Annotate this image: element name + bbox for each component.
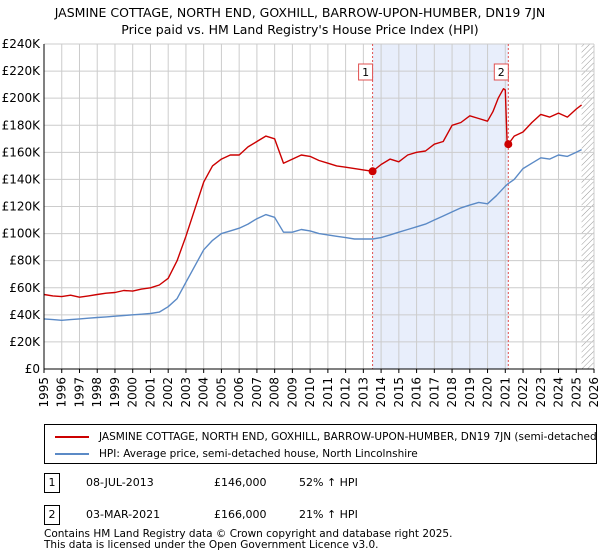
footer-copyright: Contains HM Land Registry data © Crown c… (44, 528, 453, 540)
x-tick-label: 2001 (143, 377, 157, 408)
x-tick-label: 2004 (197, 377, 211, 408)
x-tick-label: 1998 (90, 377, 104, 408)
title-line-subtitle: Price paid vs. HM Land Registry's House … (121, 22, 479, 37)
transaction-date: 03-MAR-2021 (86, 508, 161, 521)
x-tick-label: 2011 (321, 377, 335, 408)
x-tick-label: 2012 (339, 377, 353, 408)
x-tick-label: 2000 (126, 377, 140, 408)
x-tick-label: 2022 (516, 377, 530, 408)
sale-label: 2 (498, 66, 505, 79)
x-axis-ticks: 1995 1996 1997 1998 1999 2000 2001 2002 2003 2004… (37, 369, 600, 408)
y-tick-label: £160K (2, 145, 42, 159)
series-line-hpi (43, 148, 582, 321)
gridlines (43, 43, 595, 370)
sale-label: 1 (362, 66, 369, 79)
y-axis-ticks: £0 £20K £40K £60K £80K £100K £120K £140K £160K £1… (2, 37, 42, 376)
series-line-property (43, 87, 583, 298)
y-tick-label: £40K (9, 308, 41, 322)
x-tick-label: 2013 (356, 377, 370, 408)
x-tick-label: 2007 (250, 377, 264, 408)
x-tick-label: 2024 (552, 377, 566, 408)
x-tick-label: 2015 (392, 377, 406, 408)
x-tick-label: 2005 (214, 377, 228, 408)
transaction-price: £166,000 (214, 508, 267, 521)
x-tick-label: 2006 (232, 377, 246, 408)
y-tick-label: £20K (9, 335, 41, 349)
x-tick-label: 1996 (55, 377, 69, 408)
x-tick-label: 2014 (374, 377, 388, 408)
legend-label-property: JASMINE COTTAGE, NORTH END, GOXHILL, BAR… (99, 431, 597, 443)
transaction-number-badge: 2 (44, 505, 60, 525)
x-tick-label: 2002 (161, 377, 175, 408)
legend: JASMINE COTTAGE, NORTH END, GOXHILL, BAR… (44, 424, 597, 464)
x-tick-label: 2019 (463, 377, 477, 408)
chart-title: JASMINE COTTAGE, NORTH END, GOXHILL, BAR… (0, 4, 600, 38)
transaction-number-badge: 1 (44, 473, 60, 493)
sale-label-box (493, 63, 509, 81)
legend-label-hpi: HPI: Average price, semi-detached house,… (99, 448, 418, 460)
y-tick-label: £0 (25, 362, 40, 376)
y-tick-label: £220K (2, 64, 42, 78)
x-tick-label: 2025 (569, 377, 583, 408)
transaction-hpi-change: 52% ↑ HPI (299, 476, 358, 489)
x-tick-label: 2017 (427, 377, 441, 408)
footer-licence: This data is licensed under the Open Gov… (44, 539, 379, 551)
x-tick-label: 2008 (268, 377, 282, 408)
x-tick-label: 2026 (587, 377, 600, 408)
y-tick-label: £240K (2, 37, 42, 51)
x-tick-label: 2010 (303, 377, 317, 408)
x-tick-label: 2023 (534, 377, 548, 408)
legend-swatch-hpi (55, 453, 89, 455)
x-tick-label: 1999 (108, 377, 122, 408)
transaction-row: 1 08-JUL-2013 £146,000 52% ↑ HPI (44, 473, 444, 493)
x-tick-label: 2021 (498, 377, 512, 408)
y-tick-label: £80K (9, 254, 41, 268)
y-tick-label: £100K (2, 227, 42, 241)
x-tick-label: 2020 (481, 377, 495, 408)
y-tick-label: £200K (2, 91, 42, 105)
x-tick-label: 1997 (72, 377, 86, 408)
y-tick-label: £140K (2, 172, 42, 186)
sale-point (504, 140, 513, 149)
x-tick-label: 2009 (285, 377, 299, 408)
legend-swatch-property (55, 436, 89, 438)
x-tick-label: 1995 (37, 377, 51, 408)
x-tick-label: 2003 (179, 377, 193, 408)
transaction-date: 08-JUL-2013 (86, 476, 154, 489)
transaction-hpi-change: 21% ↑ HPI (299, 508, 358, 521)
sale-point (368, 167, 377, 176)
transaction-price: £146,000 (214, 476, 267, 489)
x-tick-label: 2016 (410, 377, 424, 408)
y-tick-label: £60K (9, 281, 41, 295)
title-line-address: JASMINE COTTAGE, NORTH END, GOXHILL, BAR… (54, 5, 546, 20)
y-tick-label: £120K (2, 200, 42, 214)
sale-label-box (358, 63, 374, 81)
y-tick-label: £180K (2, 118, 42, 132)
footer-attribution: Contains HM Land Registry data © Crown c… (44, 529, 452, 551)
transaction-row: 2 03-MAR-2021 £166,000 21% ↑ HPI (44, 505, 444, 525)
x-tick-label: 2018 (445, 377, 459, 408)
